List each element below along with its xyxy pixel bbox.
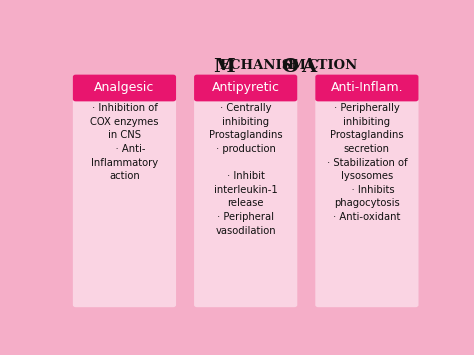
Text: F: F bbox=[288, 59, 307, 72]
Text: A: A bbox=[301, 58, 316, 76]
Text: ECHANISM: ECHANISM bbox=[220, 59, 315, 72]
Text: CTION: CTION bbox=[308, 59, 358, 72]
Text: · Centrally
inhibiting
Prostaglandins
· production

· Inhibit
interleukin-1
rele: · Centrally inhibiting Prostaglandins · … bbox=[209, 103, 283, 236]
Text: O: O bbox=[282, 58, 299, 76]
FancyBboxPatch shape bbox=[73, 75, 176, 307]
Text: · Inhibition of
COX enzymes
in CNS
    · Anti-
Inflammatory
action: · Inhibition of COX enzymes in CNS · Ant… bbox=[90, 103, 159, 181]
FancyBboxPatch shape bbox=[315, 75, 419, 102]
FancyBboxPatch shape bbox=[194, 75, 297, 102]
FancyBboxPatch shape bbox=[73, 75, 176, 102]
FancyBboxPatch shape bbox=[315, 75, 419, 307]
Text: · Peripherally
inhibiting
Prostaglandins
secretion
· Stabilization of
lysosomes
: · Peripherally inhibiting Prostaglandins… bbox=[327, 103, 407, 222]
Text: Analgesic: Analgesic bbox=[94, 82, 155, 94]
Text: Antipyretic: Antipyretic bbox=[212, 82, 280, 94]
Text: M: M bbox=[213, 58, 235, 76]
Text: Anti-Inflam.: Anti-Inflam. bbox=[330, 82, 403, 94]
FancyBboxPatch shape bbox=[194, 75, 297, 307]
